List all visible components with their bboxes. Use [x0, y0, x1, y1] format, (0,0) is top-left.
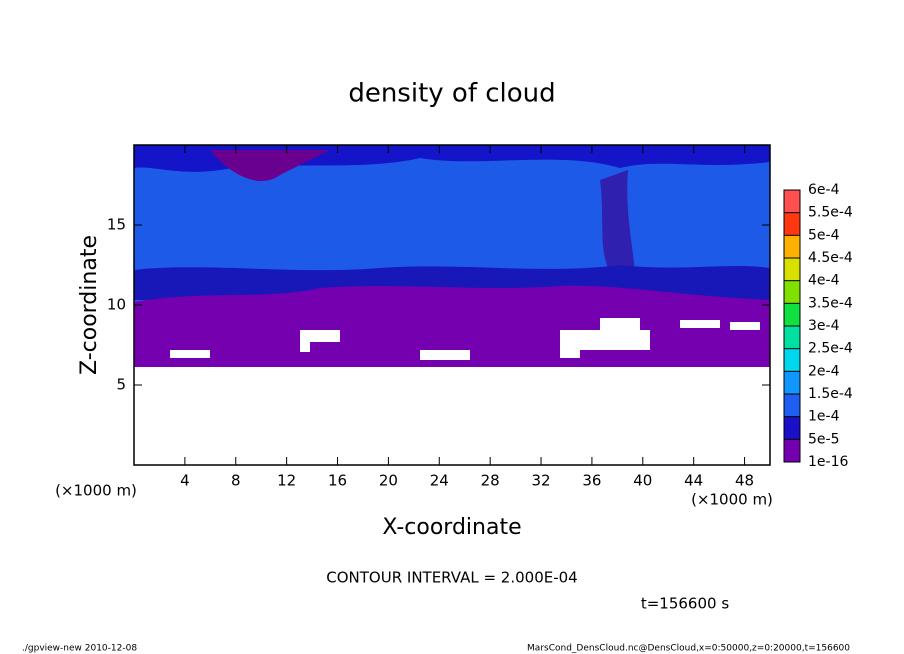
footer-right: MarsCond_DensCloud.nc@DensCloud,x=0:5000… [527, 644, 850, 654]
colorbar-label: 3e-4 [808, 318, 840, 334]
x-tick-label: 40 [633, 472, 652, 490]
colorbar-band [784, 439, 800, 462]
colorbar-band [784, 416, 800, 440]
colorbar-band [784, 235, 800, 258]
x-tick-label: 32 [531, 472, 550, 490]
field-gap [170, 318, 760, 360]
colorbar-band [784, 280, 800, 304]
colorbar-label: 5e-4 [808, 227, 840, 243]
contour-interval: CONTOUR INTERVAL = 2.000E-04 [326, 569, 577, 587]
colorbar-label: 2e-4 [808, 363, 840, 379]
colorbar-band [784, 212, 800, 236]
x-tick-label: 20 [379, 472, 398, 490]
chart-title: density of cloud [348, 79, 555, 109]
x-tick-label: 36 [582, 472, 601, 490]
footer-left: ./gpview-new 2010-12-08 [22, 644, 137, 654]
y-tick-label: 10 [107, 296, 126, 314]
x-unit-right: (×1000 m) [691, 491, 773, 509]
colorbar-label: 1e-4 [808, 409, 840, 425]
colorbar-band [784, 371, 800, 394]
colorbar-band [784, 348, 800, 372]
colorbar-band [784, 394, 800, 417]
field-plume [600, 170, 635, 272]
field-purple-top [210, 150, 330, 181]
colorbar-label: 6e-4 [808, 182, 840, 198]
x-tick-label: 4 [180, 472, 190, 490]
x-tick-label: 16 [328, 472, 347, 490]
colorbar-label: 5e-5 [808, 431, 839, 447]
y-axis-label: Z-coordinate [77, 235, 102, 375]
x-axis-label: X-coordinate [382, 515, 521, 540]
colorbar-label: 4.5e-4 [808, 250, 853, 266]
colorbar-label: 1.5e-4 [808, 386, 853, 402]
x-tick-label: 28 [481, 472, 500, 490]
x-tick-label: 8 [231, 472, 241, 490]
x-tick-label: 48 [735, 472, 754, 490]
colorbar-label: 5.5e-4 [808, 205, 853, 221]
x-tick-label: 24 [430, 472, 449, 490]
colorbar-band [784, 258, 800, 281]
contour-field [134, 145, 770, 465]
colorbar-label: 4e-4 [808, 273, 840, 289]
colorbar-label: 3.5e-4 [808, 295, 853, 311]
colorbar-label: 2.5e-4 [808, 341, 853, 357]
x-tick-label: 12 [277, 472, 296, 490]
y-tick-label: 15 [107, 216, 126, 234]
x-tick-label: 44 [684, 472, 703, 490]
colorbar-band [784, 303, 800, 326]
y-tick-label: 5 [116, 376, 126, 394]
colorbar-label: 1e-16 [808, 454, 848, 470]
colorbar-band [784, 190, 800, 213]
x-unit-left: (×1000 m) [55, 482, 137, 500]
time-label: t=156600 s [641, 595, 729, 613]
colorbar-band [784, 326, 800, 349]
field-empty [134, 367, 770, 465]
